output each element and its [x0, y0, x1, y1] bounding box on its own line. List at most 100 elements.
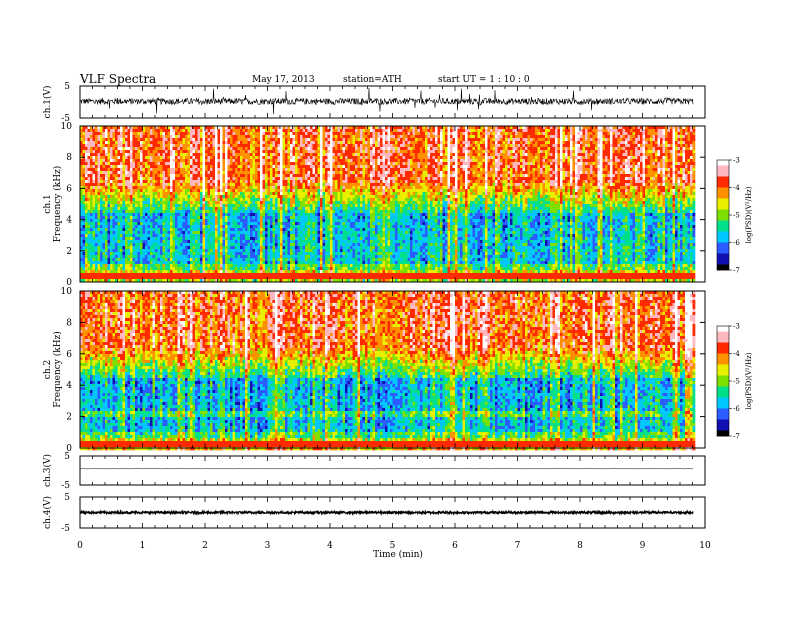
- spectrogram-cell: [85, 177, 88, 180]
- spectrogram-cell: [498, 132, 501, 135]
- spectrogram-cell: [135, 129, 138, 132]
- spectrogram-cell: [163, 153, 166, 156]
- spectrogram-cell: [185, 183, 188, 186]
- spectrogram-cell: [148, 171, 151, 174]
- spectrogram-cell: [223, 153, 226, 156]
- spectrogram-cell: [588, 138, 591, 141]
- spectrogram-cell: [690, 180, 693, 183]
- spectrogram-cell: [490, 183, 493, 186]
- spectrogram-cell: [455, 150, 458, 153]
- spectrogram-cell: [330, 156, 333, 159]
- spectrogram-cell: [645, 180, 648, 183]
- spectrogram-cell: [615, 138, 618, 141]
- spectrogram-cell: [245, 180, 248, 183]
- spectrogram-cell: [188, 168, 191, 171]
- spectrogram-cell: [573, 144, 576, 147]
- spectrogram-cell: [590, 153, 593, 156]
- spectrogram-cell: [550, 129, 553, 132]
- spectrogram-cell: [555, 141, 558, 144]
- spectrogram-cell: [365, 141, 368, 144]
- spectrogram-cell: [150, 171, 153, 174]
- spectrogram-cell: [303, 132, 306, 135]
- spectrogram-cell: [198, 183, 201, 186]
- spectrogram-cell: [363, 180, 366, 183]
- spectrogram-cell: [373, 183, 376, 186]
- spectrogram-cell: [283, 153, 286, 156]
- spectrogram-cell: [85, 156, 88, 159]
- spectrogram-cell: [323, 144, 326, 147]
- spectrogram-cell: [660, 150, 663, 153]
- spectrogram-cell: [655, 174, 658, 177]
- spectrogram-cell: [143, 138, 146, 141]
- spectrogram-cell: [513, 165, 516, 168]
- spectrogram-cell: [425, 153, 428, 156]
- spectrogram-cell: [383, 138, 386, 141]
- spectrogram-cell: [95, 177, 98, 180]
- spectrogram-cell: [313, 129, 316, 132]
- spectrogram-cell: [388, 171, 391, 174]
- spectrogram-cell: [360, 171, 363, 174]
- spectrogram-cell: [623, 159, 626, 162]
- spectrogram-cell: [83, 129, 86, 132]
- spectrogram-cell: [175, 156, 178, 159]
- spectrogram-cell: [390, 132, 393, 135]
- spectrogram-cell: [208, 144, 211, 147]
- spectrogram-cell: [535, 177, 538, 180]
- spectrogram-cell: [345, 156, 348, 159]
- spectrogram-cell: [590, 165, 593, 168]
- spectrogram-cell: [630, 177, 633, 180]
- spectrogram-cell: [290, 141, 293, 144]
- spectrogram-cell: [680, 168, 683, 171]
- spectrogram-cell: [205, 135, 208, 138]
- spectrogram-cell: [125, 183, 128, 186]
- spectrogram-cell: [653, 150, 656, 153]
- spectrogram-cell: [525, 150, 528, 153]
- spectrogram-cell: [208, 129, 211, 132]
- spectrogram-cell: [463, 156, 466, 159]
- spectrogram-cell: [363, 162, 366, 165]
- spectrogram-cell: [345, 141, 348, 144]
- spectrogram-cell: [123, 132, 126, 135]
- spectrogram-cell: [475, 141, 478, 144]
- spectrogram-cell: [545, 138, 548, 141]
- spectrogram-cell: [135, 180, 138, 183]
- spectrogram-cell: [160, 156, 163, 159]
- spectrogram-cell: [350, 156, 353, 159]
- spectrogram-cell: [580, 147, 583, 150]
- spectrogram-cell: [225, 171, 228, 174]
- spectrogram-cell: [133, 174, 136, 177]
- spectrogram-cell: [600, 168, 603, 171]
- spectrogram-cell: [260, 153, 263, 156]
- spectrogram-cell: [688, 168, 691, 171]
- spectrogram-cell: [218, 138, 221, 141]
- spectrogram-cell: [213, 156, 216, 159]
- spectrogram-cell: [548, 147, 551, 150]
- spectrogram-cell: [375, 147, 378, 150]
- spectrogram-cell: [273, 168, 276, 171]
- spectrogram-cell: [433, 141, 436, 144]
- spectrogram-cell: [138, 147, 141, 150]
- spectrogram-cell: [505, 147, 508, 150]
- spectrogram-cell: [243, 147, 246, 150]
- spectrogram-cell: [235, 153, 238, 156]
- spectrogram-cell: [368, 159, 371, 162]
- spectrogram-cell: [340, 159, 343, 162]
- spectrogram-cell: [390, 141, 393, 144]
- spectrogram-cell: [330, 144, 333, 147]
- spectrogram-cell: [235, 129, 238, 132]
- spectrogram-cell: [660, 180, 663, 183]
- spectrogram-cell: [248, 180, 251, 183]
- spectrogram-cell: [188, 147, 191, 150]
- spectrogram-cell: [435, 141, 438, 144]
- spectrogram-cell: [648, 168, 651, 171]
- spectrogram-cell: [398, 177, 401, 180]
- spectrogram-cell: [353, 147, 356, 150]
- spectrogram-cell: [150, 183, 153, 186]
- spectrogram-cell: [650, 177, 653, 180]
- spectrogram-cell: [268, 150, 271, 153]
- spectrogram-cell: [350, 147, 353, 150]
- spectrogram-cell: [280, 156, 283, 159]
- spectrogram-cell: [303, 150, 306, 153]
- spectrogram-cell: [178, 135, 181, 138]
- spectrogram-cell: [203, 177, 206, 180]
